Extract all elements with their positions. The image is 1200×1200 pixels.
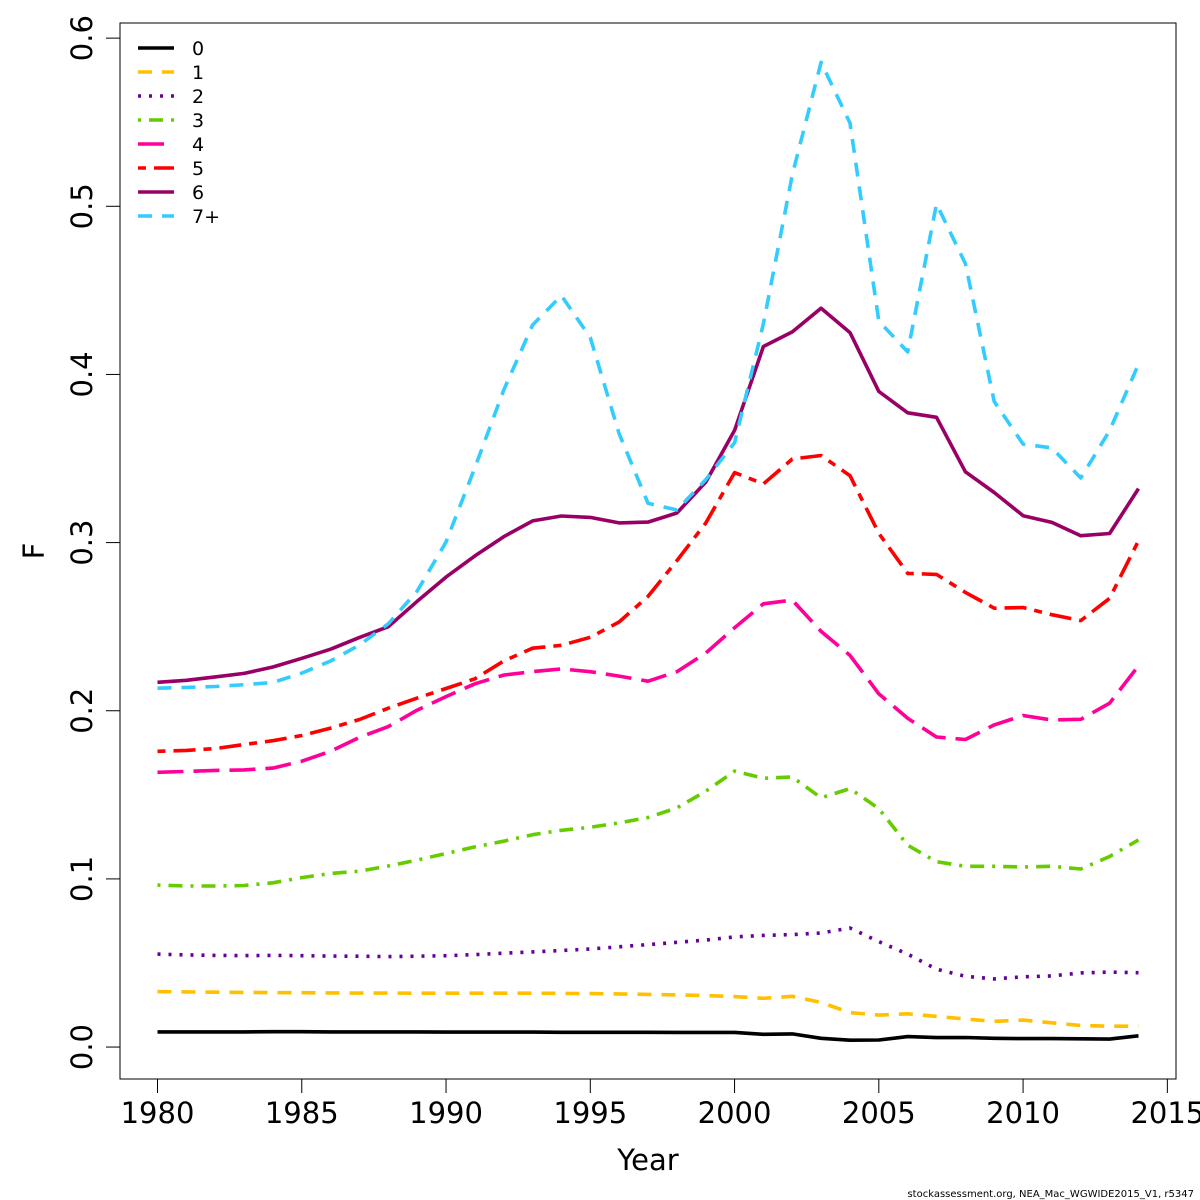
x-tick-label: 1990 bbox=[409, 1096, 483, 1130]
y-axis-title: F bbox=[17, 543, 51, 560]
y-axis: 0.0 0.1 0.2 0.3 0.4 0.5 0.6 bbox=[65, 15, 121, 1070]
x-tick-label: 2005 bbox=[842, 1096, 916, 1130]
y-tick-label: 0.6 bbox=[65, 15, 99, 61]
series-line-6 bbox=[157, 306, 1141, 685]
series-layer bbox=[157, 60, 1141, 1042]
x-axis-title: Year bbox=[616, 1143, 678, 1177]
series-line-3 bbox=[157, 769, 1140, 888]
series-line-1 bbox=[157, 989, 1139, 1028]
y-tick-label: 0.1 bbox=[65, 856, 99, 902]
legend-label-4: 4 bbox=[192, 134, 204, 156]
legend-label-6: 6 bbox=[192, 182, 204, 204]
x-axis: 1980 1985 1990 1995 2000 2005 2010 2015 bbox=[121, 1078, 1200, 1130]
credit-text: stockassessment.org, NEA_Mac_WGWIDE2015_… bbox=[907, 1189, 1194, 1200]
legend-label-2: 2 bbox=[192, 86, 204, 108]
x-tick-label: 2015 bbox=[1130, 1096, 1200, 1130]
x-tick-label: 1995 bbox=[553, 1096, 627, 1130]
series-line-7 bbox=[157, 60, 1141, 690]
x-tick-label: 2010 bbox=[986, 1096, 1060, 1130]
x-tick-label: 2000 bbox=[698, 1096, 772, 1130]
x-tick-label: 1985 bbox=[265, 1096, 339, 1130]
legend-label-1: 1 bbox=[192, 62, 204, 84]
y-tick-label: 0.5 bbox=[65, 183, 99, 229]
series-line-0 bbox=[157, 1029, 1139, 1042]
y-tick-label: 0.2 bbox=[65, 688, 99, 734]
x-tick-label: 1980 bbox=[121, 1096, 195, 1130]
legend-label-0: 0 bbox=[192, 38, 204, 60]
series-line-4 bbox=[157, 598, 1140, 775]
legend-label-3: 3 bbox=[192, 110, 204, 132]
y-tick-label: 0.3 bbox=[65, 520, 99, 566]
y-tick-label: 0.4 bbox=[65, 351, 99, 397]
y-tick-label: 0.0 bbox=[65, 1024, 99, 1070]
series-line-5 bbox=[157, 453, 1141, 754]
legend-label-7: 7+ bbox=[192, 206, 220, 228]
legend-label-5: 5 bbox=[192, 158, 204, 180]
